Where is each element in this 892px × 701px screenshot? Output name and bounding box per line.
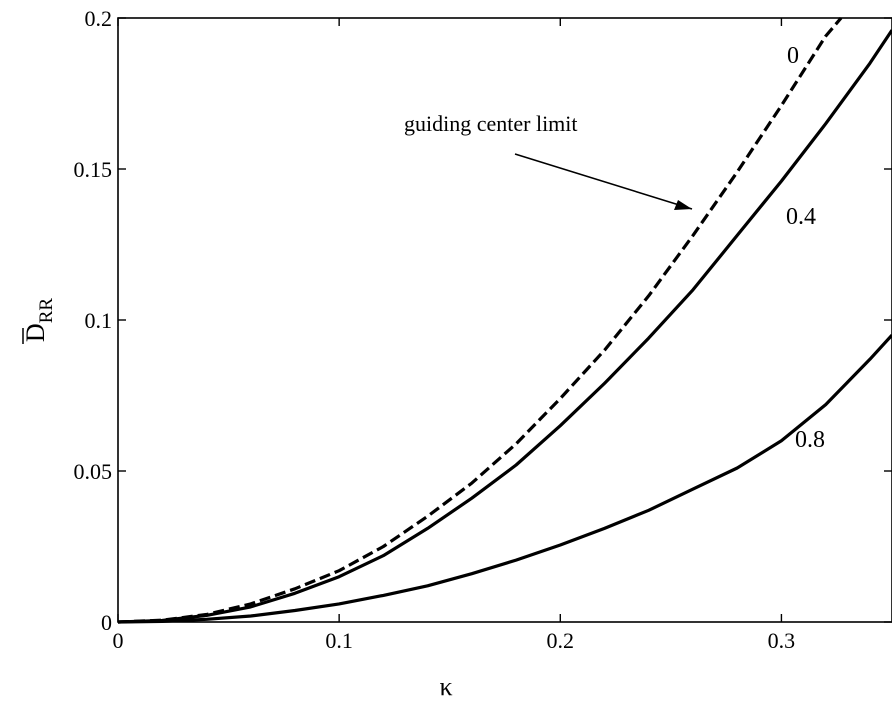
y-tick-label: 0.15 xyxy=(74,157,113,182)
axes xyxy=(117,17,892,623)
series-line-0 xyxy=(117,16,843,624)
series-line-0.8 xyxy=(117,334,892,624)
series-label-0: 0 xyxy=(787,43,799,69)
annotation-arrow xyxy=(514,153,693,210)
y-tick-label: 0 xyxy=(101,610,112,635)
series-lines xyxy=(117,16,892,624)
y-axis-title-main: DRR xyxy=(21,298,57,342)
ticks: 0 0.1 0.2 0.3 0 0.05 0.1 0.15 0.2 xyxy=(74,6,892,653)
x-tick-label: 0.3 xyxy=(768,628,796,653)
y-axis-title: DRR xyxy=(21,298,57,344)
series-label-0.8: 0.8 xyxy=(795,427,825,453)
x-tick-label: 0.2 xyxy=(547,628,575,653)
annotation-text: guiding center limit xyxy=(404,111,578,136)
series-line-0.4 xyxy=(117,29,892,624)
x-tick-label: 0 xyxy=(113,628,124,653)
y-tick-label: 0.05 xyxy=(74,459,113,484)
x-tick-label: 0.1 xyxy=(325,628,353,653)
y-tick-label: 0.1 xyxy=(85,308,113,333)
plot-frame xyxy=(117,17,892,623)
y-tick-label: 0.2 xyxy=(85,6,113,31)
x-axis-title: κ xyxy=(439,672,452,701)
series-label-0.4: 0.4 xyxy=(786,204,816,230)
